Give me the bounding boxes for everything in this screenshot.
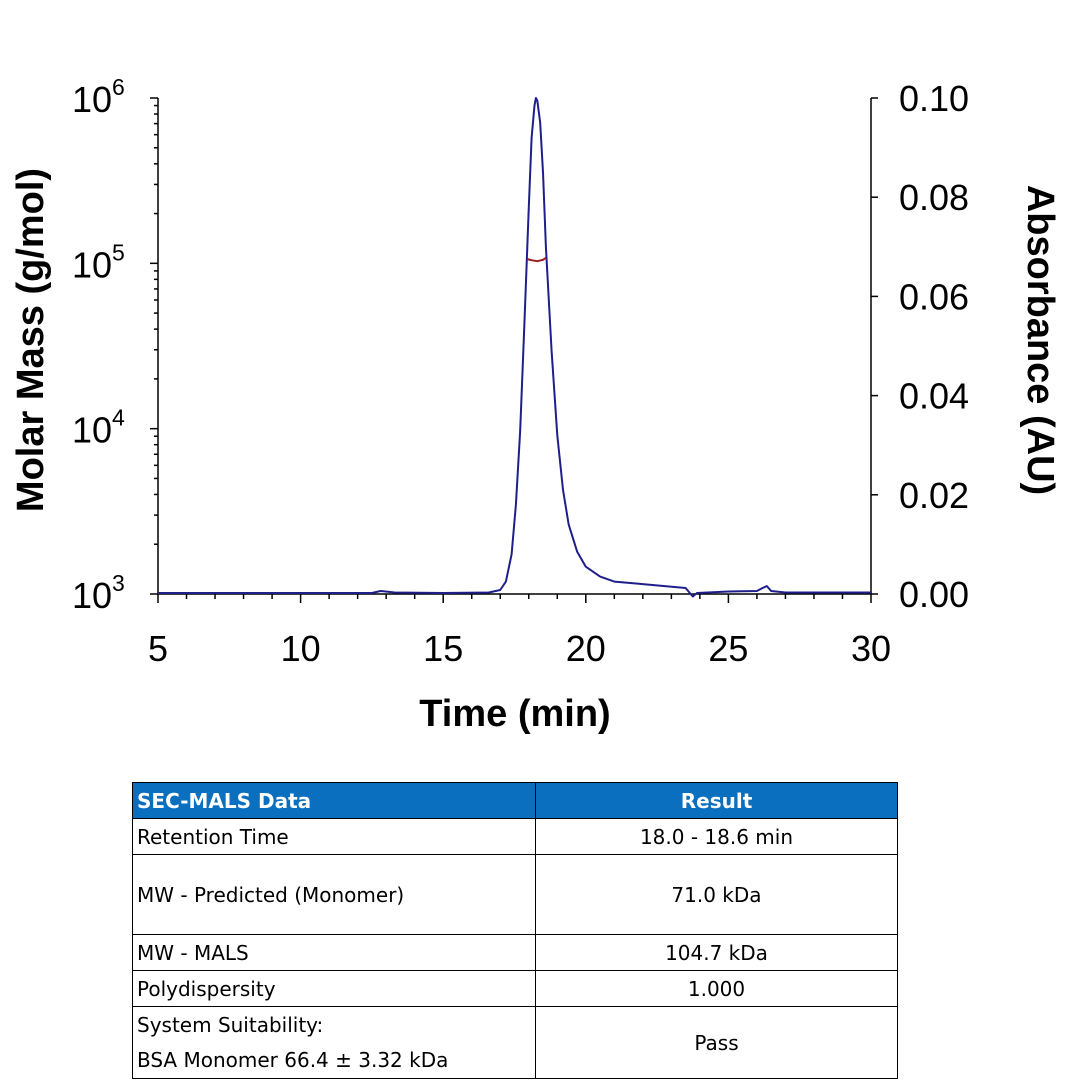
y-left-tick-label: 103 [72, 570, 125, 616]
mw-mals-value: 104.7 kDa [535, 934, 898, 971]
absorbance-series-line [158, 97, 871, 598]
y-left-axis-title: Molar Mass (g/mol) [10, 168, 52, 512]
x-tick-label: 25 [708, 628, 748, 669]
y-left-tick-label: 105 [72, 239, 125, 285]
system-suitability-label: System Suitability: BSA Monomer 66.4 ± 3… [132, 1006, 536, 1079]
table-row: Retention Time 18.0 - 18.6 min [132, 818, 898, 855]
x-tick-label: 30 [851, 628, 891, 669]
molar-mass-series-line [527, 256, 547, 263]
y-right-tick-label: 0.02 [899, 475, 969, 516]
chart-series [158, 97, 871, 598]
y-right-tick-label: 0.00 [899, 574, 969, 615]
table-header-result: Result [535, 782, 898, 819]
system-suitability-line1: System Suitability: [137, 1012, 324, 1037]
table-row: System Suitability: BSA Monomer 66.4 ± 3… [132, 1006, 898, 1079]
y-right-tick-label: 0.10 [899, 78, 969, 119]
y-left-tick-label: 106 [72, 74, 125, 120]
chart-ticks: 5 10 15 20 25 30 103 104 105 106 0.00 0.02 0.04 0.06 0… [72, 74, 969, 669]
sec-mals-results-table: SEC-MALS Data Result Retention Time 18.0… [132, 782, 898, 1079]
y-right-axis-title: Absorbance (AU) [1019, 185, 1061, 495]
y-right-tick-label: 0.08 [899, 177, 969, 218]
x-tick-label: 5 [148, 628, 168, 669]
mw-predicted-label: MW - Predicted (Monomer) [132, 854, 536, 935]
table-row: Polydispersity 1.000 [132, 970, 898, 1007]
x-tick-label: 10 [281, 628, 321, 669]
x-axis-title: Time (min) [419, 693, 610, 735]
table-header-data: SEC-MALS Data [132, 782, 536, 819]
retention-time-label: Retention Time [132, 818, 536, 855]
polydispersity-value: 1.000 [535, 970, 898, 1007]
retention-time-value: 18.0 - 18.6 min [535, 818, 898, 855]
y-left-tick-label: 104 [72, 405, 125, 451]
table-row: MW - MALS 104.7 kDa [132, 934, 898, 971]
y-right-tick-label: 0.06 [899, 276, 969, 317]
table-header-row: SEC-MALS Data Result [132, 782, 898, 819]
x-tick-label: 20 [566, 628, 606, 669]
system-suitability-value: Pass [535, 1006, 898, 1079]
sec-mals-chart: 5 10 15 20 25 30 103 104 105 106 0.00 0.02 0.04 0.06 0… [10, 74, 1061, 735]
x-tick-label: 15 [423, 628, 463, 669]
table-row: MW - Predicted (Monomer) 71.0 kDa [132, 854, 898, 935]
mw-mals-label: MW - MALS [132, 934, 536, 971]
system-suitability-line2: BSA Monomer 66.4 ± 3.32 kDa [137, 1047, 449, 1072]
y-right-tick-label: 0.04 [899, 376, 969, 417]
mw-predicted-value: 71.0 kDa [535, 854, 898, 935]
polydispersity-label: Polydispersity [132, 970, 536, 1007]
